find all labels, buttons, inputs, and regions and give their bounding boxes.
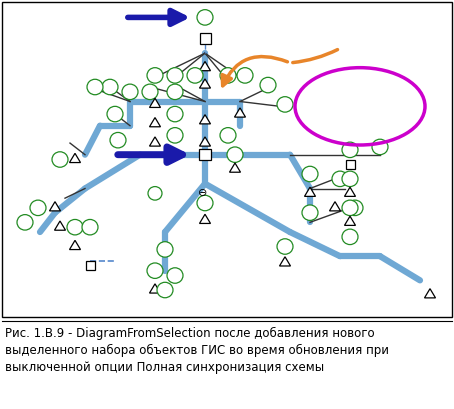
Circle shape: [197, 195, 213, 211]
Circle shape: [260, 77, 276, 93]
Circle shape: [227, 147, 243, 162]
Circle shape: [347, 200, 363, 216]
Circle shape: [147, 67, 163, 83]
Polygon shape: [199, 61, 211, 71]
Circle shape: [167, 106, 183, 122]
Circle shape: [167, 128, 183, 143]
FancyArrowPatch shape: [293, 49, 337, 63]
Text: Рис. 1.B.9 - DiagramFromSelection после добавления нового
выделенного набора объ: Рис. 1.B.9 - DiagramFromSelection после …: [5, 327, 389, 374]
Circle shape: [87, 79, 103, 95]
Polygon shape: [280, 257, 291, 266]
Polygon shape: [345, 187, 355, 196]
Circle shape: [332, 171, 348, 187]
Circle shape: [277, 97, 293, 112]
Circle shape: [167, 268, 183, 283]
Polygon shape: [199, 137, 211, 146]
Text: ⊖: ⊖: [198, 189, 207, 198]
Bar: [345, 160, 355, 169]
Polygon shape: [149, 137, 161, 146]
Circle shape: [122, 84, 138, 99]
Polygon shape: [230, 163, 241, 172]
Circle shape: [197, 10, 213, 25]
Circle shape: [157, 242, 173, 257]
Circle shape: [187, 67, 203, 83]
Polygon shape: [424, 289, 435, 298]
Circle shape: [142, 84, 158, 99]
Bar: [199, 149, 211, 160]
Polygon shape: [345, 216, 355, 225]
Polygon shape: [49, 202, 60, 211]
Circle shape: [342, 142, 358, 157]
Circle shape: [157, 282, 173, 298]
Polygon shape: [330, 202, 340, 211]
Polygon shape: [69, 153, 80, 162]
Circle shape: [52, 152, 68, 167]
Circle shape: [342, 171, 358, 187]
Polygon shape: [305, 187, 316, 196]
Polygon shape: [149, 117, 161, 127]
Bar: [199, 34, 211, 44]
Circle shape: [67, 220, 83, 235]
Circle shape: [220, 67, 236, 83]
Circle shape: [148, 187, 162, 200]
Polygon shape: [235, 108, 246, 117]
Circle shape: [302, 166, 318, 182]
Circle shape: [102, 79, 118, 95]
Circle shape: [107, 106, 123, 122]
Circle shape: [342, 200, 358, 216]
Polygon shape: [69, 240, 80, 249]
Circle shape: [342, 229, 358, 245]
Circle shape: [167, 84, 183, 99]
Polygon shape: [199, 79, 211, 88]
Circle shape: [220, 128, 236, 143]
Circle shape: [277, 239, 293, 254]
Polygon shape: [199, 115, 211, 124]
Polygon shape: [199, 214, 211, 223]
Circle shape: [372, 139, 388, 155]
Circle shape: [237, 67, 253, 83]
FancyArrowPatch shape: [222, 56, 287, 86]
Circle shape: [82, 220, 98, 235]
Circle shape: [302, 205, 318, 220]
Polygon shape: [149, 98, 161, 108]
Circle shape: [30, 200, 46, 216]
Circle shape: [110, 133, 126, 148]
Circle shape: [167, 67, 183, 83]
Polygon shape: [54, 221, 65, 230]
Polygon shape: [149, 284, 161, 293]
Circle shape: [147, 263, 163, 279]
Bar: [85, 261, 94, 270]
Circle shape: [17, 215, 33, 230]
